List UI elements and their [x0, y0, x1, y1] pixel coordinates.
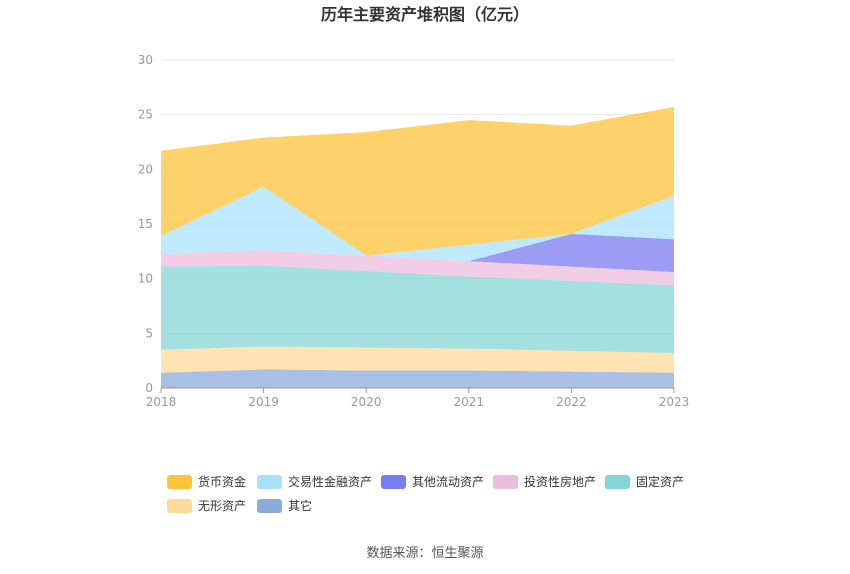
- y-tick-label: 5: [145, 326, 153, 340]
- legend-label: 其它: [288, 498, 312, 513]
- y-tick-label: 0: [145, 381, 153, 395]
- legend-label: 其他流动资产: [412, 475, 484, 489]
- legend-label: 固定资产: [636, 474, 684, 489]
- legend-label: 交易性金融资产: [288, 474, 372, 489]
- legend-item: 其它: [257, 498, 312, 513]
- legend-swatch: [257, 475, 282, 489]
- area-series-投资性房地产: [161, 250, 674, 286]
- legend-swatch: [493, 475, 518, 489]
- legend-swatch: [381, 475, 406, 489]
- y-tick-label: 20: [138, 162, 153, 176]
- legend-swatch: [167, 499, 192, 513]
- y-tick-label: 30: [138, 53, 153, 67]
- legend-item: 货币资金: [167, 474, 246, 489]
- legend-swatch: [605, 475, 630, 489]
- y-tick-label: 15: [138, 217, 153, 231]
- legend-swatch: [167, 475, 192, 489]
- legend-label: 投资性房地产: [524, 474, 596, 489]
- x-tick-label: 2023: [659, 395, 690, 409]
- legend-swatch: [257, 499, 282, 513]
- y-tick-label: 10: [138, 272, 153, 286]
- legend-item: 其他流动资产: [381, 475, 484, 489]
- legend-item: 无形资产: [167, 499, 246, 513]
- legend-item: 交易性金融资产: [257, 474, 372, 489]
- legend-item: 固定资产: [605, 474, 684, 489]
- x-tick-label: 2022: [556, 395, 587, 409]
- area-series-其它: [161, 369, 674, 388]
- data-source: 数据来源：恒生聚源: [366, 546, 483, 561]
- legend-label: 无形资产: [198, 499, 246, 513]
- x-tick-label: 2021: [454, 395, 485, 409]
- x-tick-label: 2019: [248, 395, 279, 409]
- chart-title: 历年主要资产堆积图（亿元）: [321, 5, 529, 24]
- legend-label: 货币资金: [198, 474, 246, 489]
- x-tick-label: 2018: [146, 395, 177, 409]
- area-series-无形资产: [161, 346, 674, 373]
- area-series-其他流动资产: [161, 233, 674, 273]
- axes: 0 5 10 15 20 25 30 2018 2019 2020 2021 2022 2023: [138, 53, 690, 409]
- area-series-货币资金: [161, 107, 674, 256]
- area-series: [161, 107, 674, 388]
- area-series-交易性金融资产: [161, 186, 674, 262]
- legend-item: 投资性房地产: [493, 474, 596, 489]
- area-series-固定资产: [161, 265, 674, 354]
- x-tick-label: 2020: [351, 395, 382, 409]
- y-tick-label: 25: [138, 108, 153, 122]
